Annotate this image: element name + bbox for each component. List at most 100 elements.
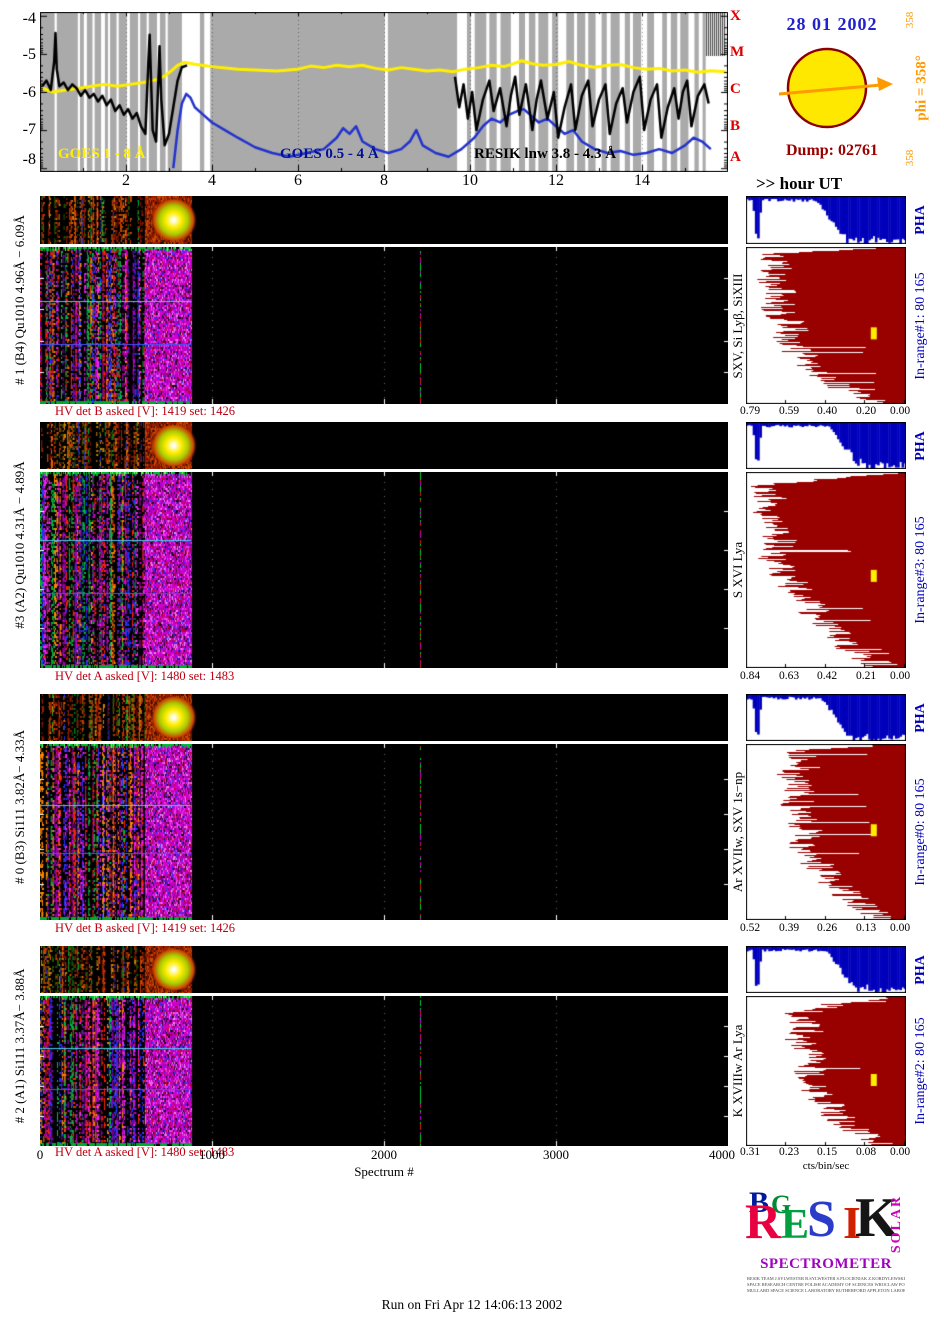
legend-goes-short: GOES 0.5 - 4 Å	[280, 146, 379, 162]
cts-scale-tick: 0.42	[816, 670, 838, 682]
cts-scale-tick: 0.21	[855, 670, 877, 682]
count-profile-histogram	[746, 472, 906, 668]
cts-scale-tick: 0.39	[778, 922, 800, 934]
phi-arrow-head	[877, 77, 893, 91]
spectrogram-main	[40, 744, 728, 920]
pha-axis-label: PHA	[913, 431, 928, 461]
goes-x-tick: 10	[462, 172, 478, 189]
goes-y-tick: -4	[22, 10, 36, 27]
logo-letter: E	[781, 1202, 810, 1248]
cts-scale-tick: 0.00	[889, 922, 911, 934]
hv-status-text: HV det A asked [V]: 1480 set: 1483	[55, 1145, 235, 1159]
hv-status-text: HV det B asked [V]: 1419 set: 1426	[55, 404, 235, 418]
panel-line-label: Ar XVIIw, SXV 1s−np	[730, 771, 745, 893]
spectrum-x-tick: 0	[36, 1147, 44, 1162]
panel-channel-label: # 1 (B4) Qu1010 4.96Å − 6.09Å	[12, 215, 27, 385]
cts-scale-tick: 0.08	[855, 1146, 877, 1158]
cts-unit-label: cts/bin/sec	[802, 1160, 850, 1172]
goes-class-label-a: A	[730, 149, 741, 165]
solar-disk-diagram	[778, 47, 893, 129]
pha-histogram	[746, 422, 906, 469]
cts-scale-tick: 0.00	[889, 1146, 911, 1158]
goes-class-label-m: M	[730, 44, 745, 60]
goes-x-tick: 6	[294, 172, 302, 189]
pha-histogram	[746, 196, 906, 244]
legend-resik: RESIK lnw 3.8 - 4.3 Å	[474, 146, 617, 162]
goes-x-tick: 2	[122, 172, 130, 189]
logo-fine-print: MULLARD SPACE SCIENCE LABORATORY RUTHERF…	[747, 1288, 905, 1293]
count-profile-histogram	[746, 744, 906, 920]
run-timestamp: Run on Fri Apr 12 14:06:13 2002	[381, 1297, 563, 1312]
pha-histogram	[746, 694, 906, 741]
spectrum-x-tick: 1000	[199, 1147, 225, 1162]
panel-channel-label: #3 (A2) Qu1010 4.31Å − 4.89Å	[12, 461, 27, 629]
spectrogram-strip	[40, 422, 728, 469]
goes-y-tick: -5	[22, 46, 36, 63]
logo-letter: G	[771, 1190, 792, 1219]
cts-scale-tick: 0.84	[739, 670, 761, 682]
goes-x-tick: 4	[208, 172, 216, 189]
logo-letter: I	[843, 1197, 861, 1248]
spectrogram-main	[40, 247, 728, 404]
count-profile-histogram	[746, 247, 906, 404]
inrange-label: In-range#3: 80 165	[913, 516, 928, 624]
pha-axis-label: PHA	[913, 955, 928, 985]
cts-scale-tick: 0.40	[816, 405, 838, 417]
goes-x-tick: 8	[380, 172, 388, 189]
goes-class-label-x: X	[730, 8, 741, 24]
spectrum-x-tick: 4000	[709, 1147, 735, 1162]
spectrogram-strip	[40, 694, 728, 741]
cts-scale-tick: 0.20	[855, 405, 877, 417]
goes-class-label-c: C	[730, 81, 741, 97]
spectrogram-strip	[40, 946, 728, 993]
cts-scale-tick: 0.26	[816, 922, 838, 934]
phi-angle-label: phi = 358°	[913, 55, 930, 121]
phi-tick-top: 358	[904, 11, 916, 29]
goes-flux-plot	[40, 12, 728, 172]
panel-line-label: SXV, Si Lyβ, SiXIII	[730, 273, 745, 379]
cts-scale-tick: 0.59	[778, 405, 800, 417]
hv-status-text: HV det A asked [V]: 1480 set: 1483	[55, 669, 235, 683]
pha-axis-label: PHA	[913, 703, 928, 733]
dump-number: Dump: 02761	[785, 142, 878, 159]
cts-scale-tick: 0.52	[739, 922, 761, 934]
logo-letter: S	[807, 1191, 836, 1248]
cts-scale-tick: 0.13	[855, 922, 877, 934]
panel-channel-label: # 0 (B3) Si111 3.82Å− 4.33Å	[12, 729, 27, 885]
goes-y-tick: -7	[22, 121, 36, 138]
logo-fine-print: SPACE RESEARCH CENTRE POLISH ACADEMY OF …	[747, 1282, 905, 1287]
inrange-label: In-range#1: 80 165	[913, 272, 928, 380]
phi-arrow	[778, 83, 882, 96]
cts-scale-tick: 0.23	[778, 1146, 800, 1158]
hour-ut-axis-label: >> hour UT	[756, 174, 843, 193]
cts-scale-tick: 0.00	[889, 405, 911, 417]
logo-letter: R	[745, 1193, 782, 1249]
goes-y-tick: -6	[22, 84, 36, 101]
pha-histogram	[746, 946, 906, 993]
spectrogram-main	[40, 996, 728, 1146]
logo-fine-print: RESIK TEAM J.SYLWESTER B.SYLWESTER S.PLO…	[747, 1276, 905, 1281]
spectrogram-strip	[40, 196, 728, 244]
sun-disk	[786, 47, 868, 129]
goes-class-label-b: B	[730, 118, 741, 134]
cts-scale-tick: 0.31	[739, 1146, 761, 1158]
spectrum-x-tick: 2000	[371, 1147, 397, 1162]
spectrogram-main	[40, 472, 728, 668]
spectrum-axis-label: Spectrum #	[354, 1164, 414, 1179]
goes-x-tick: 14	[634, 172, 650, 189]
cts-scale-tick: 0.63	[778, 670, 800, 682]
panel-line-label: K XVIIIw Ar Lya	[730, 1024, 745, 1118]
cts-scale-tick: 0.00	[889, 670, 911, 682]
goes-x-tick: 12	[548, 172, 564, 189]
logo-solar-text: SOLAR	[889, 1194, 904, 1254]
pha-axis-label: PHA	[913, 205, 928, 235]
panel-channel-label: # 2 (A1) Si111 3.37Å− 3.88Å	[12, 968, 27, 1124]
observation-date: 28 01 2002	[786, 14, 878, 34]
logo-spectrometer-text: SPECTROMETER	[760, 1256, 892, 1272]
hv-status-text: HV det B asked [V]: 1419 set: 1426	[55, 921, 235, 935]
logo-letter: K	[855, 1187, 899, 1249]
phi-tick-bottom: 358	[904, 149, 916, 167]
count-profile-histogram	[746, 996, 906, 1146]
legend-goes-long: GOES 1 - 8 Å	[58, 146, 146, 162]
